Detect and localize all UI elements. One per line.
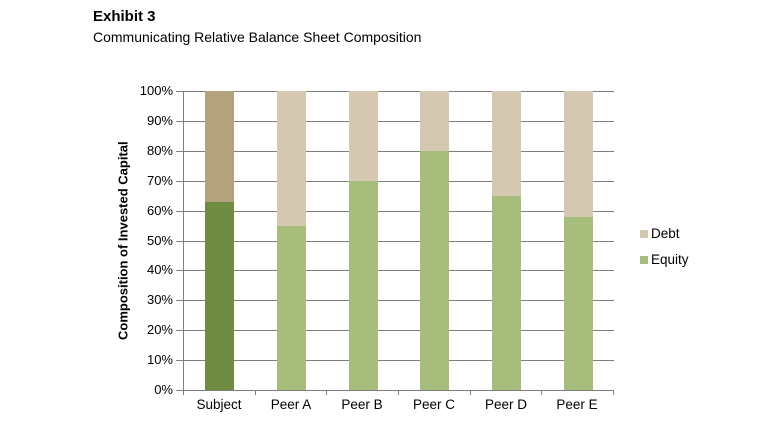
y-tick-mark: [176, 330, 183, 331]
y-tick-mark: [176, 211, 183, 212]
bar-segment-debt-peer-b: [349, 91, 378, 181]
y-tick-label: 30%: [146, 292, 173, 307]
x-tick-mark: [470, 390, 471, 395]
gridline: [184, 330, 614, 331]
x-tick-mark: [613, 390, 614, 395]
gridline: [184, 241, 614, 242]
y-tick-mark: [176, 390, 183, 391]
legend-item-debt: Debt: [640, 227, 689, 241]
bar-segment-equity-peer-c: [420, 151, 449, 390]
gridline: [184, 91, 614, 92]
gridline: [184, 151, 614, 152]
y-tick-mark: [176, 241, 183, 242]
x-category-label: Peer E: [556, 397, 598, 412]
y-tick-mark: [176, 300, 183, 301]
y-tick-label: 70%: [146, 173, 173, 188]
y-tick-label: 0%: [154, 382, 173, 397]
plot-area: [183, 91, 614, 391]
x-tick-mark: [541, 390, 542, 395]
bar-segment-debt-peer-e: [564, 91, 593, 217]
y-tick-label: 10%: [146, 352, 173, 367]
legend-label-debt: Debt: [651, 226, 680, 241]
y-tick-label: 20%: [146, 322, 173, 337]
x-tick-mark: [326, 390, 327, 395]
legend-swatch-equity: [640, 256, 648, 264]
x-category-label: Peer B: [341, 397, 383, 412]
y-tick-mark: [176, 181, 183, 182]
gridline: [184, 270, 614, 271]
y-tick-label: 60%: [146, 203, 173, 218]
x-tick-mark: [398, 390, 399, 395]
bar-segment-equity-peer-b: [349, 181, 378, 390]
y-tick-mark: [176, 121, 183, 122]
x-category-label: Peer D: [484, 397, 528, 412]
gridline: [184, 121, 614, 122]
bar-segment-debt-peer-a: [277, 91, 306, 226]
bar-segment-equity-peer-d: [492, 196, 521, 390]
legend: Debt Equity: [640, 227, 689, 279]
bar-segment-equity-peer-e: [564, 217, 593, 390]
gridline: [184, 181, 614, 182]
exhibit-subtitle: Communicating Relative Balance Sheet Com…: [93, 29, 422, 45]
bar-segment-equity-peer-a: [277, 226, 306, 390]
x-tick-mark: [255, 390, 256, 395]
legend-item-equity: Equity: [640, 253, 689, 267]
legend-label-equity: Equity: [651, 252, 689, 267]
bar-segment-equity-subject: [205, 202, 234, 390]
gridline: [184, 360, 614, 361]
x-category-label: Peer C: [412, 397, 456, 412]
y-tick-mark: [176, 270, 183, 271]
x-category-label: Peer A: [270, 397, 312, 412]
bar-segment-debt-peer-c: [420, 91, 449, 151]
x-category-label: Subject: [196, 397, 242, 412]
y-tick-mark: [176, 91, 183, 92]
y-tick-label: 50%: [146, 233, 173, 248]
y-tick-mark: [176, 151, 183, 152]
bar-segment-debt-peer-d: [492, 91, 521, 196]
gridline: [184, 211, 614, 212]
exhibit-title: Exhibit 3: [93, 8, 156, 25]
y-tick-label: 90%: [146, 113, 173, 128]
y-tick-mark: [176, 360, 183, 361]
y-tick-label: 40%: [146, 262, 173, 277]
x-tick-mark: [183, 390, 184, 395]
bar-segment-debt-subject: [205, 91, 234, 202]
y-tick-label: 100%: [139, 83, 173, 98]
legend-swatch-debt: [640, 230, 648, 238]
gridline: [184, 300, 614, 301]
y-tick-label: 80%: [146, 143, 173, 158]
